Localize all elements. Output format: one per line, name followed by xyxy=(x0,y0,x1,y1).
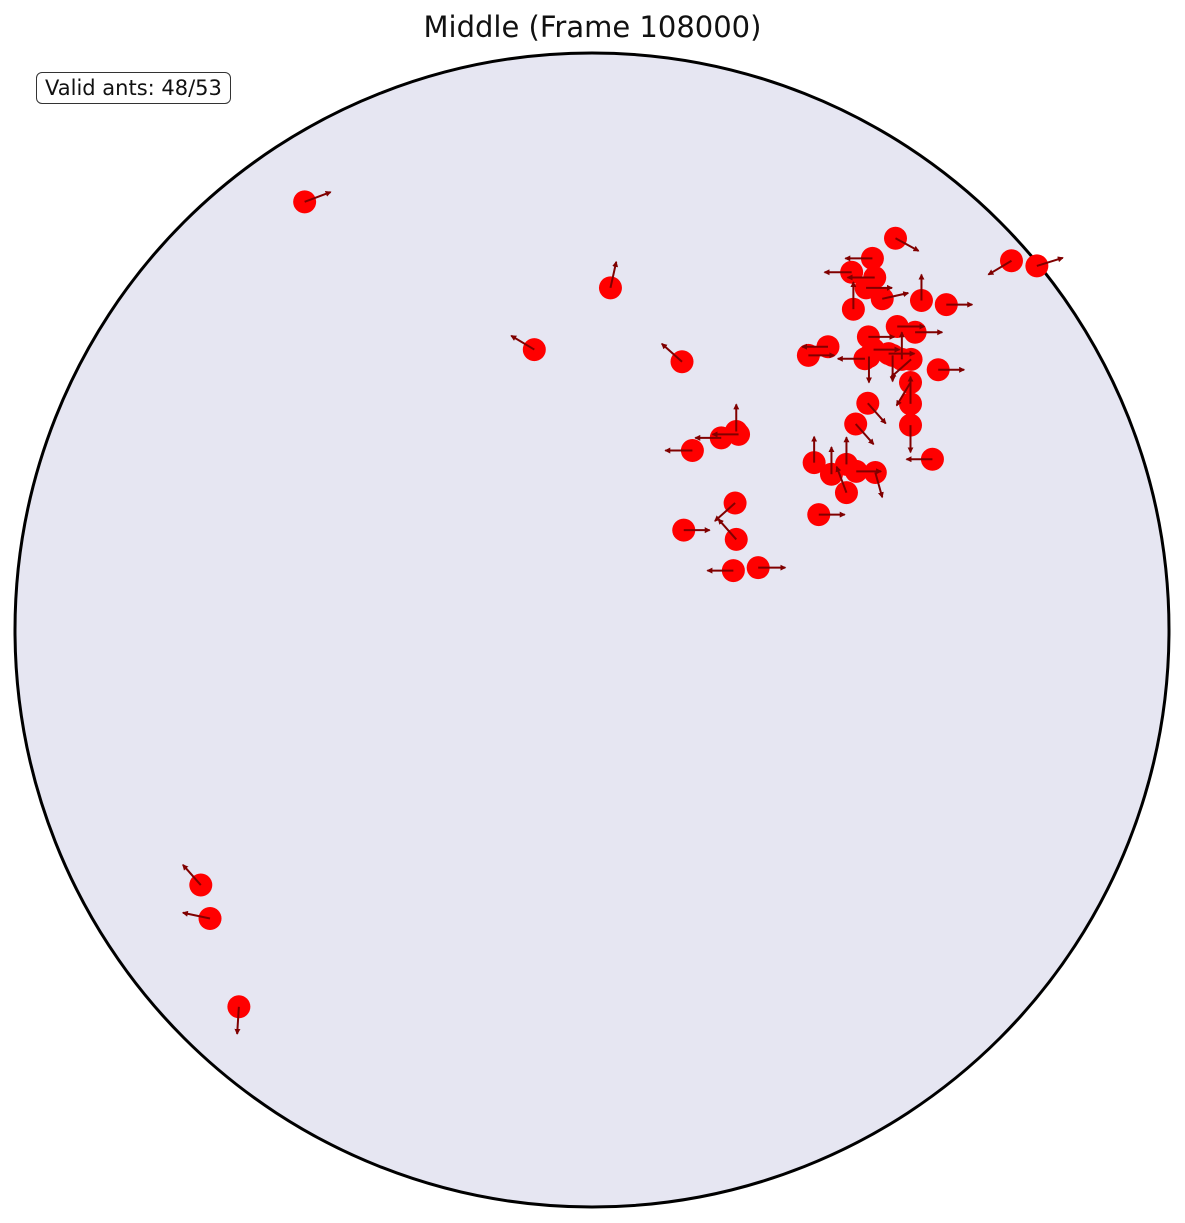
heading-arrow xyxy=(895,381,912,407)
heading-arrow xyxy=(181,910,211,920)
heading-arrow xyxy=(895,237,920,252)
heading-arrow xyxy=(987,259,1012,276)
chart-title: Middle (Frame 108000) xyxy=(423,10,762,44)
heading-arrow xyxy=(234,1006,241,1035)
heading-arrow xyxy=(304,191,332,203)
heading-arrow xyxy=(835,465,848,494)
heading-arrow xyxy=(661,343,683,363)
heading-arrow xyxy=(874,472,884,499)
heading-arrow xyxy=(609,260,619,289)
heading-arrow xyxy=(714,502,736,522)
heading-arrow xyxy=(854,423,875,445)
heading-arrow xyxy=(717,518,737,541)
heading-arrow xyxy=(890,358,912,379)
heading-arrow xyxy=(882,291,910,300)
valid-ants-annotation: Valid ants: 48/53 xyxy=(36,72,231,104)
heading-arrow xyxy=(510,334,535,351)
arena-circle xyxy=(13,51,1171,1209)
arrows-layer xyxy=(181,191,1064,1035)
heading-arrow xyxy=(1036,256,1064,267)
heading-arrow xyxy=(182,864,202,886)
heading-arrow xyxy=(867,402,887,425)
